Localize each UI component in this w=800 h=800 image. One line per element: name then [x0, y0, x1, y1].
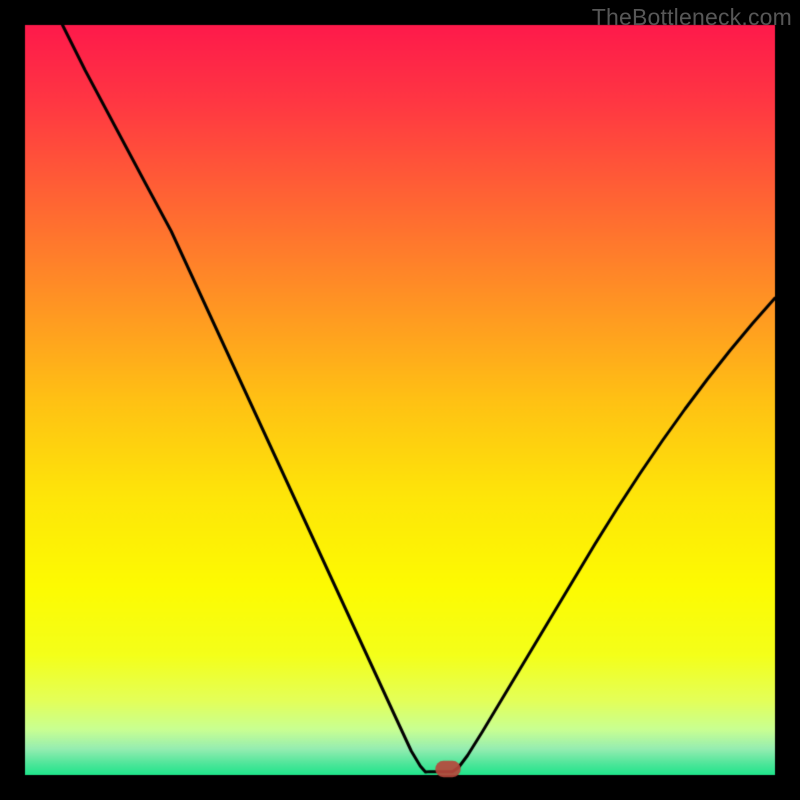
chart-container: TheBottleneck.com [0, 0, 800, 800]
bottleneck-chart-canvas [0, 0, 800, 800]
watermark-label: TheBottleneck.com [592, 4, 792, 31]
